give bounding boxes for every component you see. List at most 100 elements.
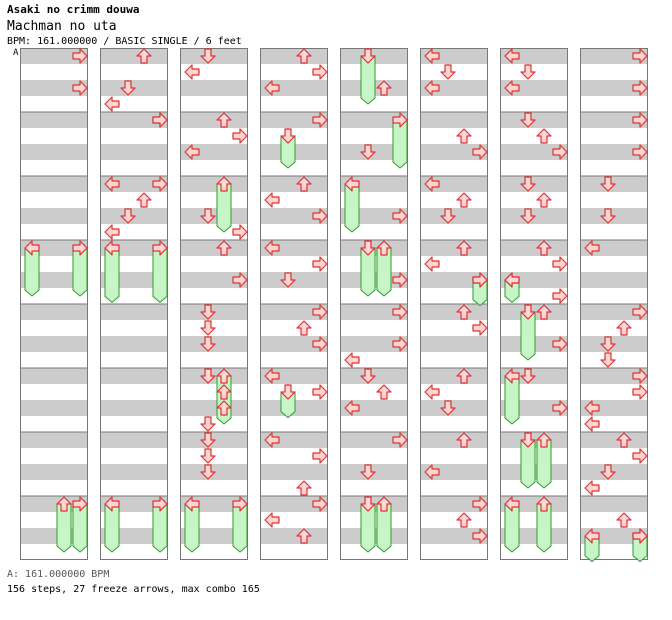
right-arrow-icon (632, 112, 648, 128)
column-border (180, 48, 248, 560)
beat-band (100, 464, 168, 480)
left-arrow-icon (584, 416, 600, 432)
freeze-head-left-arrow-icon (504, 368, 520, 384)
beat-band (100, 112, 168, 128)
beat-band (180, 400, 248, 416)
freeze-head-right-arrow-icon (392, 112, 408, 128)
beat-band (580, 112, 648, 128)
up-arrow-icon (456, 512, 472, 528)
beat-band (340, 304, 408, 320)
up-arrow-icon (456, 304, 472, 320)
down-arrow-icon (600, 352, 616, 368)
song-title: Asaki no crimm douwa (7, 3, 140, 16)
beat-band (340, 400, 408, 416)
beat-band (100, 304, 168, 320)
freeze-arrow (152, 247, 168, 304)
beat-band (260, 80, 328, 96)
down-arrow-icon (200, 320, 216, 336)
right-arrow-icon (632, 384, 648, 400)
right-arrow-icon (632, 304, 648, 320)
right-arrow-icon (312, 336, 328, 352)
beat-band (180, 240, 248, 256)
down-arrow-icon (520, 112, 536, 128)
beat-band (100, 48, 168, 64)
down-arrow-icon (600, 336, 616, 352)
freeze-head-right-arrow-icon (72, 496, 88, 512)
down-arrow-icon (440, 208, 456, 224)
up-arrow-icon (536, 304, 552, 320)
right-arrow-icon (312, 384, 328, 400)
column-border (580, 48, 648, 560)
right-arrow-icon (472, 320, 488, 336)
down-arrow-icon (520, 176, 536, 192)
up-arrow-icon (216, 384, 232, 400)
up-arrow-icon (216, 240, 232, 256)
left-arrow-icon (184, 64, 200, 80)
up-arrow-icon (536, 240, 552, 256)
freeze-head-left-arrow-icon (184, 496, 200, 512)
beat-band (20, 432, 88, 448)
up-arrow-icon (456, 240, 472, 256)
beat-band (420, 528, 488, 544)
freeze-head-down-arrow-icon (360, 496, 376, 512)
down-arrow-icon (440, 400, 456, 416)
beat-band (260, 336, 328, 352)
beat-band (20, 48, 88, 64)
down-arrow-icon (200, 208, 216, 224)
left-arrow-icon (184, 144, 200, 160)
beat-band (420, 464, 488, 480)
beat-band (500, 48, 568, 64)
down-arrow-icon (120, 80, 136, 96)
beat-band (420, 272, 488, 288)
right-arrow-icon (472, 144, 488, 160)
chart-column (180, 48, 248, 560)
left-arrow-icon (424, 48, 440, 64)
right-arrow-icon (632, 448, 648, 464)
right-arrow-icon (312, 448, 328, 464)
beat-band (260, 112, 328, 128)
beat-band (420, 368, 488, 384)
left-arrow-icon (264, 240, 280, 256)
beat-band (20, 144, 88, 160)
beat-band (420, 48, 488, 64)
down-arrow-icon (440, 64, 456, 80)
beat-band (260, 464, 328, 480)
right-arrow-icon (552, 336, 568, 352)
freeze-head-up-arrow-icon (376, 240, 392, 256)
freeze-head-up-arrow-icon (216, 176, 232, 192)
freeze-head-up-arrow-icon (56, 496, 72, 512)
left-arrow-icon (584, 240, 600, 256)
column-border (500, 48, 568, 560)
beat-band (580, 48, 648, 64)
right-arrow-icon (552, 256, 568, 272)
right-arrow-icon (312, 208, 328, 224)
freeze-head-down-arrow-icon (280, 128, 296, 144)
left-arrow-icon (584, 480, 600, 496)
freeze-head-left-arrow-icon (104, 496, 120, 512)
left-arrow-icon (104, 224, 120, 240)
beat-band (580, 272, 648, 288)
left-arrow-icon (264, 368, 280, 384)
right-arrow-icon (312, 256, 328, 272)
freeze-head-down-arrow-icon (360, 48, 376, 64)
up-arrow-icon (616, 320, 632, 336)
beat-band (100, 336, 168, 352)
right-arrow-icon (312, 496, 328, 512)
beat-band (180, 272, 248, 288)
footer-stats: 156 steps, 27 freeze arrows, max combo 1… (7, 584, 260, 595)
column-border (260, 48, 328, 560)
down-arrow-icon (600, 464, 616, 480)
column-border (20, 48, 88, 560)
left-arrow-icon (504, 80, 520, 96)
down-arrow-icon (200, 432, 216, 448)
beat-band (180, 80, 248, 96)
freeze-head-left-arrow-icon (344, 176, 360, 192)
left-arrow-icon (264, 80, 280, 96)
left-arrow-icon (264, 192, 280, 208)
freeze-head-down-arrow-icon (520, 432, 536, 448)
beat-band (340, 112, 408, 128)
up-arrow-icon (536, 128, 552, 144)
right-arrow-icon (312, 304, 328, 320)
beat-band (100, 368, 168, 384)
beat-band (500, 144, 568, 160)
